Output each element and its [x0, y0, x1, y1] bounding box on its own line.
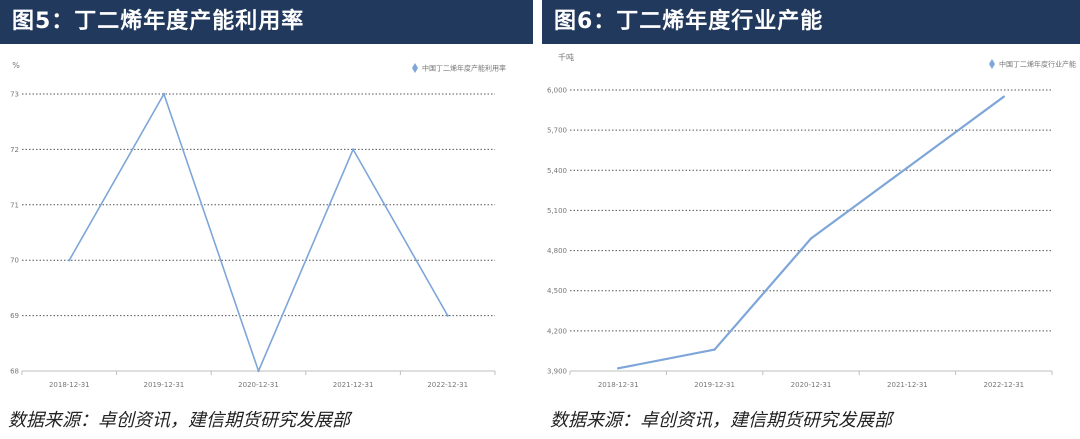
data-point [906, 166, 909, 169]
y-tick-label: 4,800 [547, 247, 567, 255]
chart-area: % 68 69 70 71 72 73 2018-12-31 2019-12-31 2020-12… [0, 46, 533, 406]
x-tick-label: 2019-12-31 [694, 381, 735, 389]
legend-marker-icon [412, 63, 418, 73]
y-axis-unit: 千吨 [558, 52, 574, 62]
y-tick-label: 70 [10, 257, 19, 265]
y-axis-unit: % [12, 61, 20, 70]
y-tick-label: 6,000 [547, 87, 567, 95]
data-point [351, 148, 355, 151]
chart-title: 图5：丁二烯年度产能利用率 [0, 0, 533, 44]
y-tick-label: 69 [10, 312, 19, 320]
data-source-note: 数据来源：卓创资讯，建信期货研究发展部 [8, 410, 350, 431]
data-point [809, 237, 813, 240]
data-source-note: 数据来源：卓创资讯，建信期货研究发展部 [550, 410, 892, 431]
y-tick-label: 71 [10, 201, 19, 209]
x-tick-label: 2019-12-31 [144, 381, 185, 389]
data-point [1002, 95, 1005, 98]
x-tick-label: 2018-12-31 [598, 381, 639, 389]
data-point [68, 259, 71, 262]
y-tick-label: 5,100 [547, 207, 567, 215]
capacity-line-chart: 千吨 3,900 4,200 4,500 4,800 5,100 5,400 5,700 6,0… [547, 52, 1076, 389]
y-tick-label: 5,400 [547, 167, 567, 175]
x-tick-label: 2020-12-31 [791, 381, 832, 389]
data-point [257, 369, 260, 373]
y-tick-label: 5,700 [547, 127, 567, 135]
legend-label: 中国丁二烯年度产能利用率 [422, 64, 506, 73]
legend-marker-icon [989, 59, 995, 69]
y-tick-label: 3,900 [547, 368, 567, 376]
chart-title: 图6：丁二烯年度行业产能 [542, 0, 1080, 44]
utilization-line-chart: % 68 69 70 71 72 73 2018-12-31 2019-12-31 2020-12… [10, 61, 506, 389]
y-tick-label: 4,200 [547, 327, 567, 335]
series-line [617, 95, 1005, 370]
x-tick-label: 2020-12-31 [238, 381, 279, 389]
series-line [68, 93, 449, 372]
x-tick-label: 2022-12-31 [427, 381, 468, 389]
x-tick-label: 2021-12-31 [333, 381, 374, 389]
chart-area: 千吨 3,900 4,200 4,500 4,800 5,100 5,400 5,700 6,0… [542, 46, 1080, 406]
data-point [617, 367, 620, 370]
y-tick-label: 68 [10, 368, 19, 376]
x-tick-label: 2022-12-31 [983, 381, 1024, 389]
chart-panel-capacity: 图6：丁二烯年度行业产能 千吨 3,900 4,200 4,500 4,800 5,100… [542, 0, 1080, 439]
legend-label: 中国丁二烯年度行业产能 [999, 60, 1076, 69]
y-tick-label: 72 [10, 146, 19, 154]
data-point [713, 348, 716, 351]
chart-panel-utilization: 图5：丁二烯年度产能利用率 % 68 69 70 71 72 73 2018-12-31 201… [0, 0, 533, 439]
y-tick-label: 73 [10, 91, 19, 99]
x-tick-label: 2018-12-31 [49, 381, 90, 389]
data-point [446, 314, 449, 317]
x-tick-label: 2021-12-31 [887, 381, 928, 389]
data-point [162, 92, 166, 96]
y-tick-label: 4,500 [547, 287, 567, 295]
